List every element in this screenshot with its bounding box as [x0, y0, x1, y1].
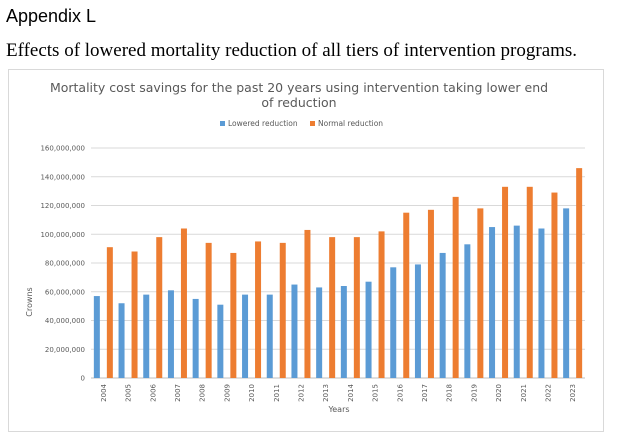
y-tick-label: 40,000,000	[45, 317, 85, 325]
x-tick-label: 2011	[273, 384, 281, 402]
x-tick-label: 2017	[421, 384, 429, 402]
bar-lowered-reduction-2019	[464, 244, 471, 378]
x-tick-label: 2010	[248, 384, 256, 402]
bar-normal-reduction-2004	[106, 247, 113, 378]
y-tick-label: 80,000,000	[45, 260, 85, 268]
y-tick-label: 20,000,000	[45, 346, 85, 354]
bar-normal-reduction-2009	[230, 252, 237, 378]
bar-lowered-reduction-2008	[192, 298, 199, 378]
legend-label: Lowered reduction	[228, 119, 298, 128]
x-tick-label: 2004	[100, 383, 108, 401]
bar-normal-reduction-2005	[131, 251, 138, 378]
x-tick-label: 2019	[470, 384, 478, 402]
bar-lowered-reduction-2013	[316, 287, 323, 378]
x-tick-label: 2013	[322, 384, 330, 402]
bar-normal-reduction-2019	[477, 208, 484, 378]
bar-chart: Mortality cost savings for the past 20 y…	[25, 80, 585, 414]
bar-lowered-reduction-2018	[439, 252, 446, 378]
bar-lowered-reduction-2010	[242, 294, 249, 378]
chart-title-line-1: Mortality cost savings for the past 20 y…	[50, 80, 548, 95]
bar-normal-reduction-2011	[279, 242, 286, 378]
bar-lowered-reduction-2014	[340, 286, 347, 378]
bar-normal-reduction-2016	[403, 212, 410, 378]
x-tick-label: 2014	[347, 383, 355, 401]
x-tick-label: 2022	[544, 384, 552, 402]
x-tick-label: 2008	[199, 384, 207, 402]
x-tick-label: 2021	[520, 384, 528, 402]
bar-lowered-reduction-2016	[390, 267, 397, 378]
bar-normal-reduction-2020	[502, 186, 509, 378]
x-tick-label: 2018	[446, 384, 454, 402]
bar-normal-reduction-2017	[427, 209, 434, 378]
bar-normal-reduction-2012	[304, 229, 311, 378]
bar-lowered-reduction-2007	[167, 290, 174, 378]
bar-lowered-reduction-2009	[217, 304, 224, 378]
x-tick-label: 2012	[297, 384, 305, 402]
x-tick-label: 2005	[125, 384, 133, 402]
y-tick-label: 160,000,000	[40, 145, 85, 153]
bar-lowered-reduction-2017	[414, 264, 421, 378]
x-axis-tick-labels: 2004 2005 2006 2007 2008 2009 2010 2011 2012 2013…	[100, 383, 577, 401]
bar-lowered-reduction-2023	[563, 208, 570, 378]
figure-caption: Effects of lowered mortality reduction o…	[6, 40, 578, 61]
bar-lowered-reduction-2012	[291, 284, 298, 378]
legend-swatch	[310, 121, 315, 126]
legend-label: Normal reduction	[318, 119, 383, 128]
x-tick-label: 2006	[149, 383, 157, 401]
chart-gridlines	[91, 147, 585, 379]
x-tick-label: 2009	[223, 384, 231, 402]
bar-lowered-reduction-2022	[538, 228, 545, 378]
chart-bars	[93, 168, 583, 378]
bar-normal-reduction-2022	[551, 192, 558, 378]
y-tick-label: 100,000,000	[40, 231, 85, 239]
bar-normal-reduction-2010	[255, 241, 262, 378]
bar-normal-reduction-2015	[378, 231, 385, 378]
appendix-heading: Appendix L	[6, 6, 97, 26]
chart-container: Mortality cost savings for the past 20 y…	[8, 69, 604, 432]
chart-legend: Lowered reduction Normal reduction	[220, 119, 383, 128]
bar-lowered-reduction-2004	[93, 296, 100, 378]
bar-normal-reduction-2014	[353, 237, 360, 378]
chart-title-line-2: of reduction	[261, 95, 336, 110]
bar-lowered-reduction-2020	[489, 227, 496, 378]
bar-normal-reduction-2007	[180, 228, 187, 378]
bar-normal-reduction-2008	[205, 242, 212, 378]
bar-normal-reduction-2006	[156, 237, 163, 378]
x-tick-label: 2016	[396, 383, 404, 401]
legend-swatch	[220, 121, 225, 126]
bar-normal-reduction-2021	[526, 186, 533, 378]
bar-lowered-reduction-2005	[118, 303, 125, 378]
bar-normal-reduction-2013	[329, 237, 336, 378]
bar-lowered-reduction-2021	[513, 225, 520, 378]
x-tick-label: 2007	[174, 384, 182, 402]
x-tick-label: 2015	[372, 384, 380, 402]
x-tick-label: 2023	[569, 384, 577, 402]
bar-normal-reduction-2023	[576, 168, 583, 378]
bar-normal-reduction-2018	[452, 196, 459, 378]
x-tick-label: 2020	[495, 384, 503, 402]
y-tick-label: 120,000,000	[40, 202, 85, 210]
y-tick-label: 60,000,000	[45, 288, 85, 296]
y-axis-tick-labels: 0 20,000,000 40,000,000 60,000,000 80,000,00…	[40, 145, 85, 383]
y-axis-title: Crowns	[25, 287, 34, 316]
y-tick-label: 140,000,000	[40, 173, 85, 181]
bar-lowered-reduction-2006	[143, 294, 150, 378]
bar-lowered-reduction-2015	[365, 281, 372, 378]
x-axis-title: Years	[327, 405, 349, 414]
y-tick-label: 0	[81, 375, 85, 383]
bar-lowered-reduction-2011	[266, 294, 273, 378]
